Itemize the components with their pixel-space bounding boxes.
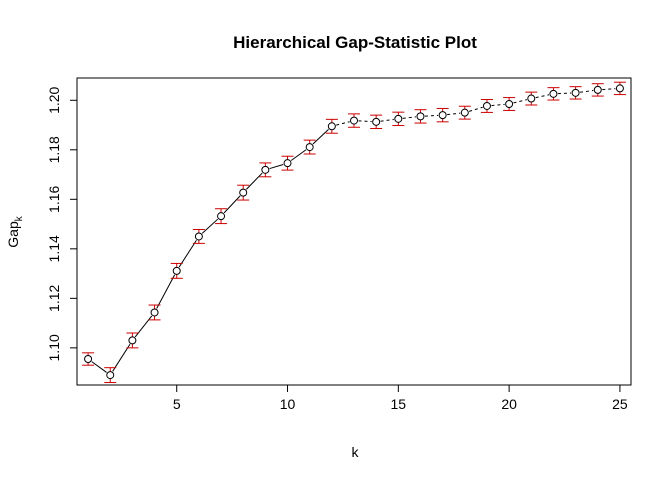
- line-segment: [358, 120, 372, 123]
- y-axis: 1.10 1.12 1.14 1.16 1.18 1.20: [46, 86, 78, 361]
- error-bars: [82, 81, 626, 384]
- data-point: [305, 143, 314, 152]
- chart-title: Hierarchical Gap-Statistic Plot: [233, 33, 477, 52]
- data-point: [217, 212, 226, 221]
- data-point: [460, 108, 469, 117]
- data-point: [261, 165, 270, 174]
- data-point: [593, 85, 602, 94]
- x-tick-label: 10: [280, 396, 296, 412]
- line-segment: [312, 128, 329, 145]
- data-point: [505, 99, 514, 108]
- x-axis-label: k: [352, 444, 360, 460]
- data-point: [327, 122, 336, 131]
- data-point: [394, 114, 403, 123]
- y-tick-label: 1.18: [46, 136, 62, 163]
- line-segment: [380, 118, 394, 122]
- series-line: [91, 88, 616, 373]
- data-point: [194, 232, 203, 241]
- data-point: [350, 116, 358, 125]
- y-axis-label: Gapk: [5, 215, 25, 247]
- data-point: [416, 112, 425, 121]
- line-segment: [557, 92, 572, 95]
- x-tick-label: 20: [501, 396, 517, 412]
- line-segment: [579, 89, 594, 93]
- data-point: [150, 308, 159, 317]
- data-point: [482, 101, 491, 110]
- data-point: [172, 266, 181, 275]
- data-point: [106, 371, 115, 380]
- line-segment: [513, 99, 528, 104]
- x-tick-label: 25: [612, 396, 628, 412]
- line-segment: [424, 114, 439, 117]
- line-segment: [112, 343, 131, 372]
- line-segment: [336, 121, 350, 126]
- y-tick-label: 1.10: [46, 334, 62, 361]
- y-tick-label: 1.12: [46, 285, 62, 312]
- data-point: [84, 355, 93, 364]
- data-point: [372, 117, 381, 126]
- x-tick-label: 15: [391, 396, 407, 412]
- data-point: [128, 336, 137, 345]
- y-tick-label: 1.20: [46, 86, 62, 113]
- y-axis-label-base: Gap: [5, 221, 21, 248]
- line-segment: [491, 103, 505, 107]
- y-tick-label: 1.16: [46, 185, 62, 212]
- data-point: [615, 84, 624, 93]
- data-point: [283, 159, 292, 168]
- y-axis-label-subscript: k: [14, 215, 25, 221]
- line-segment: [447, 112, 461, 116]
- line-segment: [602, 88, 616, 91]
- x-tick-label: 5: [173, 396, 181, 412]
- data-point: [571, 88, 580, 97]
- line-segment: [201, 218, 219, 234]
- data-point: [239, 188, 248, 197]
- line-segment: [178, 239, 197, 268]
- data-point: [527, 94, 536, 103]
- x-axis: 5 10 15 20 25: [173, 384, 628, 412]
- line-segment: [535, 94, 550, 99]
- y-axis-label-group: Gapk: [5, 215, 25, 247]
- line-segment: [245, 172, 263, 190]
- line-segment: [290, 149, 307, 161]
- data-point: [438, 111, 447, 120]
- line-segment: [91, 361, 107, 373]
- line-segment: [402, 116, 417, 119]
- line-segment: [269, 163, 284, 170]
- data-points: [84, 84, 624, 380]
- line-segment: [468, 106, 483, 112]
- line-segment: [134, 315, 153, 338]
- data-point: [549, 89, 558, 98]
- line-segment: [156, 274, 176, 309]
- y-tick-label: 1.14: [46, 235, 62, 262]
- line-segment: [223, 195, 241, 214]
